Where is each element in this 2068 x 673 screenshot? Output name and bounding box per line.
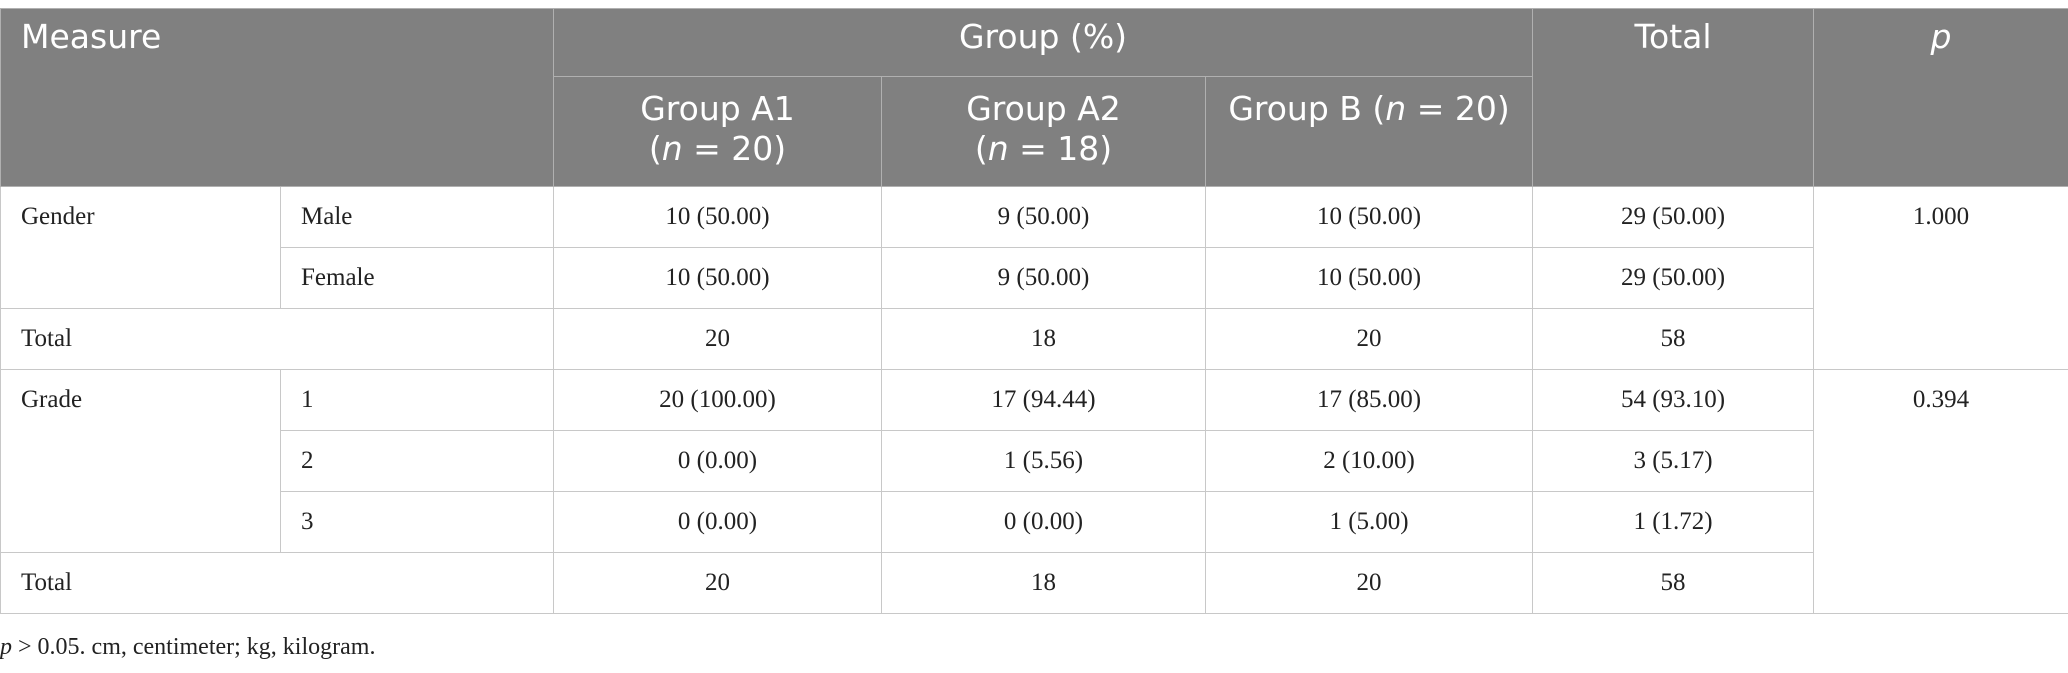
header-total: Total (1532, 8, 1815, 187)
cell-a1: 0 (0.00) (553, 491, 882, 553)
header-p: p (1813, 8, 2068, 187)
table-row: Gender Male 10 (50.00) 9 (50.00) 10 (50.… (0, 186, 2068, 370)
cell-b: 20 (1204, 552, 1534, 614)
cell-b: 10 (50.00) (1204, 247, 1534, 309)
cell-a1: 20 (100.00) (553, 369, 882, 431)
cell-a1: 0 (0.00) (553, 430, 882, 492)
table-row: Grade 1 20 (100.00) 17 (94.44) 17 (85.00… (0, 369, 2068, 614)
cell-a2: 9 (50.00) (881, 247, 1206, 309)
cell-a2: 0 (0.00) (881, 491, 1206, 553)
group-b-name: Group B (1228, 89, 1373, 128)
p-value-gender: 1.000 (1813, 186, 2068, 370)
group-a1-n-rest: = 20) (682, 129, 787, 168)
row-sub-label: 2 (280, 430, 554, 492)
cell-a2: 9 (50.00) (881, 186, 1206, 248)
row-sub-label: Male (280, 186, 554, 248)
cell-a1: 10 (50.00) (553, 186, 882, 248)
cell-total: 58 (1532, 308, 1815, 370)
row-sub-label: Female (280, 247, 554, 309)
header-group-b: Group B (n = 20) (1204, 76, 1534, 187)
section-label-gender: Gender (0, 186, 281, 309)
table-footnote: p > 0.05. cm, centimeter; kg, kilogram. (0, 634, 375, 661)
group-a2-n-rest: = 18) (1008, 129, 1113, 168)
header-measure: Measure (0, 8, 554, 187)
cell-b: 2 (10.00) (1204, 430, 1534, 492)
cell-b: 17 (85.00) (1204, 369, 1534, 431)
group-a2-name: Group A2 (966, 89, 1121, 128)
table-header: Measure Group (%) Total p Group A1 (n = … (0, 8, 2068, 187)
group-a2-n-var: n (987, 129, 1009, 168)
header-group-a2: Group A2 (n = 18) (881, 76, 1206, 187)
cell-total: 1 (1.72) (1532, 491, 1815, 553)
table-row-total: Total 20 18 20 58 (0, 552, 2068, 614)
cell-b: 20 (1204, 308, 1534, 370)
p-value-grade: 0.394 (1813, 369, 2068, 614)
section-label-grade: Grade (0, 369, 281, 553)
table-row-total: Total 20 18 20 58 (0, 308, 2068, 370)
total-label: Total (0, 308, 554, 370)
row-sub-label: 3 (280, 491, 554, 553)
group-b-n-open: ( (1372, 89, 1386, 128)
footnote-p-var: p (0, 634, 12, 660)
cell-a1: 20 (553, 308, 882, 370)
cell-a1: 10 (50.00) (553, 247, 882, 309)
group-b-n-rest: = 20) (1406, 89, 1510, 128)
table-row: Female 10 (50.00) 9 (50.00) 10 (50.00) 2… (1, 247, 2068, 309)
cell-b: 10 (50.00) (1204, 186, 1534, 248)
cell-a2: 18 (881, 308, 1206, 370)
table-row: 2 0 (0.00) 1 (5.56) 2 (10.00) 3 (5.17) (1, 430, 2068, 492)
cell-a2: 1 (5.56) (881, 430, 1206, 492)
header-group-a1: Group A1 (n = 20) (553, 76, 882, 187)
header-row-2: Group A1 (n = 20) Group A2 (n = 18) Grou… (1, 76, 2068, 187)
table-row: 3 0 (0.00) 0 (0.00) 1 (5.00) 1 (1.72) (1, 491, 2068, 553)
cell-a1: 20 (553, 552, 882, 614)
cell-total: 58 (1532, 552, 1815, 614)
group-b-n-var: n (1385, 89, 1407, 128)
group-a1-n-var: n (661, 129, 683, 168)
table-container: Measure Group (%) Total p Group A1 (n = … (0, 8, 2068, 614)
group-a1-n-open: ( (648, 129, 662, 168)
cell-b: 1 (5.00) (1204, 491, 1534, 553)
header-group-pct: Group (%) (552, 8, 1534, 77)
cell-total: 3 (5.17) (1532, 430, 1815, 492)
cell-total: 54 (93.10) (1532, 369, 1815, 431)
header-row-1: Measure Group (%) Total p (0, 8, 2068, 187)
total-label: Total (0, 552, 554, 614)
cell-total: 29 (50.00) (1532, 247, 1815, 309)
cell-a2: 18 (881, 552, 1206, 614)
cell-a2: 17 (94.44) (881, 369, 1206, 431)
group-a1-name: Group A1 (640, 89, 795, 128)
table-body: Gender Male 10 (50.00) 9 (50.00) 10 (50.… (0, 186, 2068, 614)
data-table: Measure Group (%) Total p Group A1 (n = … (0, 8, 2068, 614)
footnote-text: > 0.05. cm, centimeter; kg, kilogram. (12, 634, 376, 660)
group-a2-n-open: ( (974, 129, 988, 168)
row-sub-label: 1 (280, 369, 554, 431)
cell-total: 29 (50.00) (1532, 186, 1815, 248)
